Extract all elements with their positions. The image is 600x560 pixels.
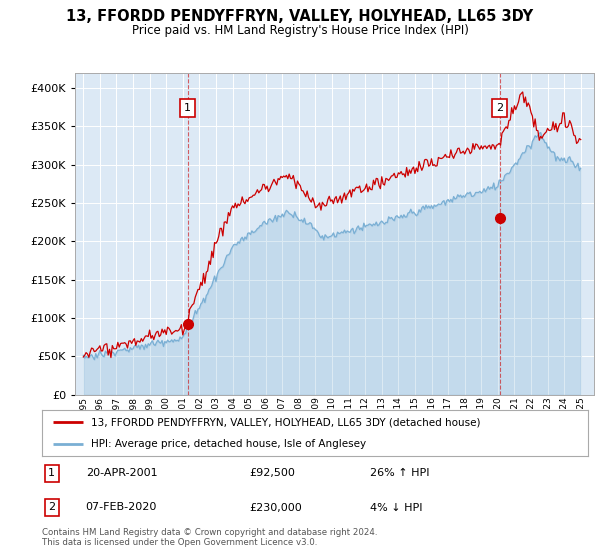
Text: 13, FFORDD PENDYFFRYN, VALLEY, HOLYHEAD, LL65 3DY (detached house): 13, FFORDD PENDYFFRYN, VALLEY, HOLYHEAD,… xyxy=(91,417,481,427)
Text: 2: 2 xyxy=(496,103,503,113)
Text: £92,500: £92,500 xyxy=(250,468,295,478)
Text: 13, FFORDD PENDYFFRYN, VALLEY, HOLYHEAD, LL65 3DY: 13, FFORDD PENDYFFRYN, VALLEY, HOLYHEAD,… xyxy=(67,9,533,24)
Text: 1: 1 xyxy=(184,103,191,113)
Text: £230,000: £230,000 xyxy=(250,502,302,512)
Text: 1: 1 xyxy=(49,468,55,478)
Text: HPI: Average price, detached house, Isle of Anglesey: HPI: Average price, detached house, Isle… xyxy=(91,439,366,449)
Text: Contains HM Land Registry data © Crown copyright and database right 2024.
This d: Contains HM Land Registry data © Crown c… xyxy=(42,528,377,548)
Text: 4% ↓ HPI: 4% ↓ HPI xyxy=(370,502,422,512)
Text: 2: 2 xyxy=(48,502,55,512)
Text: 20-APR-2001: 20-APR-2001 xyxy=(86,468,157,478)
Text: Price paid vs. HM Land Registry's House Price Index (HPI): Price paid vs. HM Land Registry's House … xyxy=(131,24,469,36)
Text: 07-FEB-2020: 07-FEB-2020 xyxy=(86,502,157,512)
Text: 26% ↑ HPI: 26% ↑ HPI xyxy=(370,468,429,478)
